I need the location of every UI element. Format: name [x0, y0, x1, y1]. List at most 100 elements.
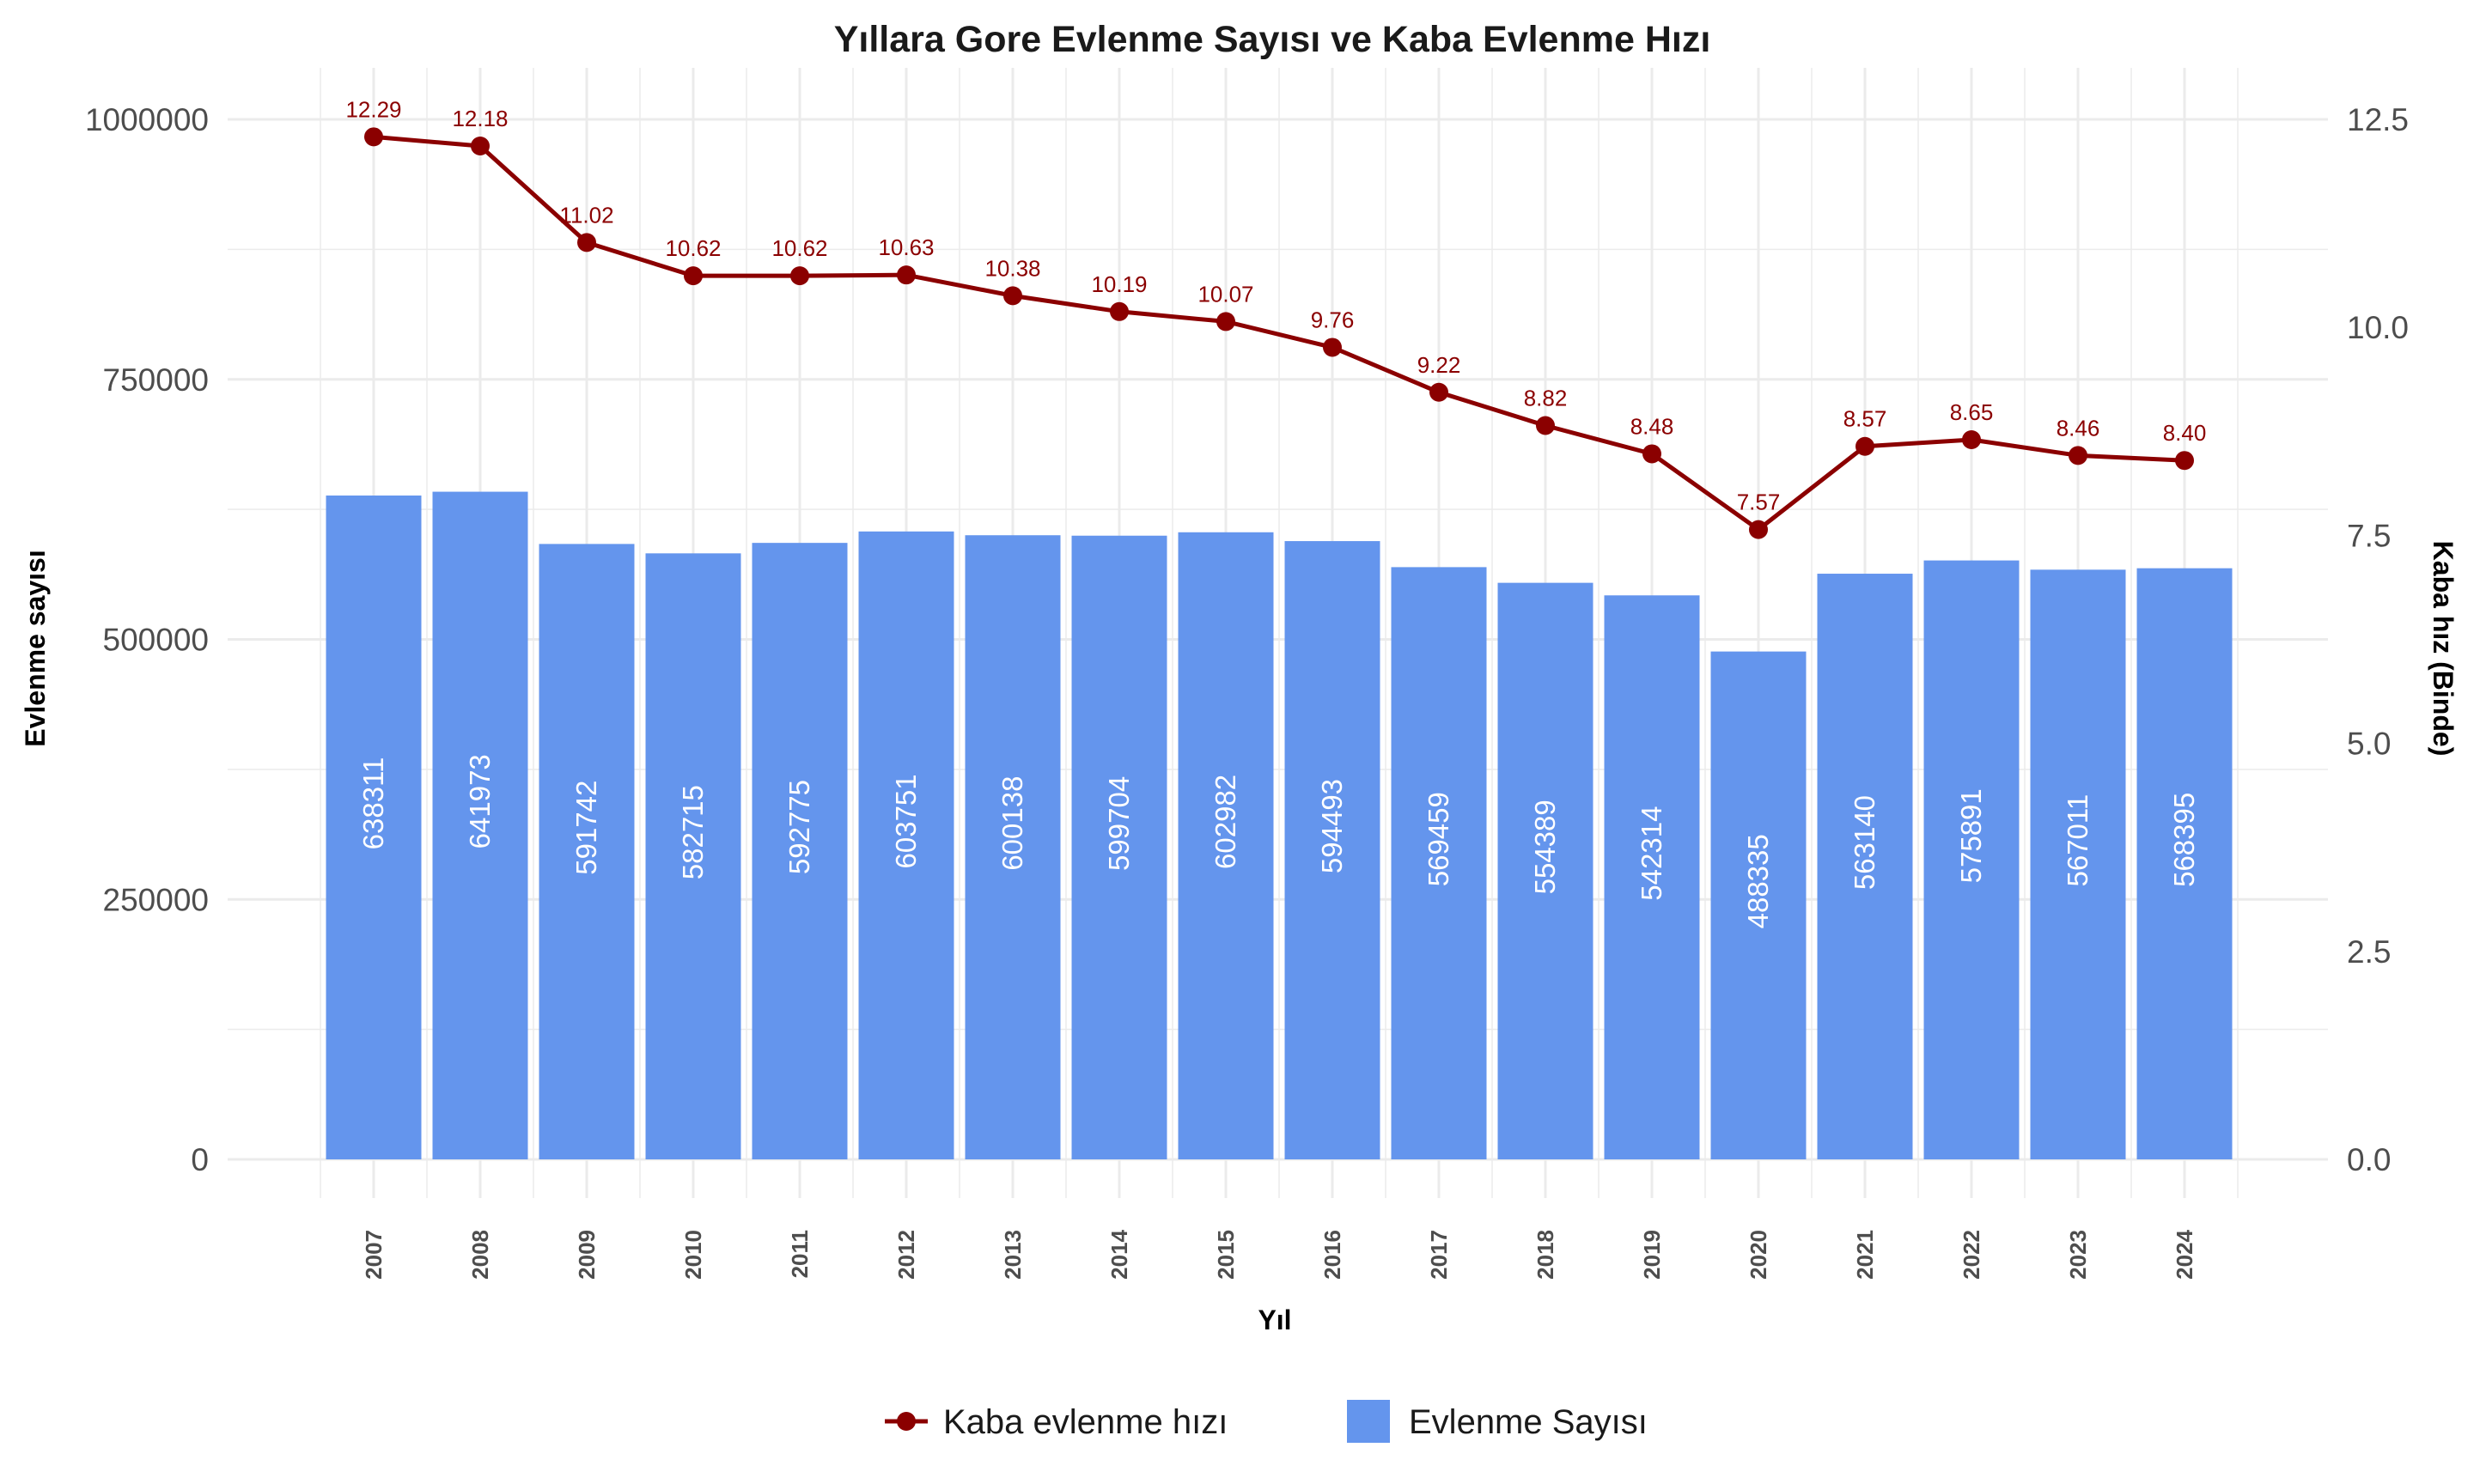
y-tick-label: 0 [191, 1142, 209, 1177]
bar [645, 553, 741, 1159]
y2-tick-label: 7.5 [2347, 518, 2391, 553]
rate-point [790, 266, 809, 286]
bar-value-label: 568395 [2168, 793, 2200, 887]
rate-line-layer: 12.29 12.18 11.02 10.62 10.62 10.63 10.38 10.19… [345, 96, 2206, 539]
rate-point-label: 12.18 [452, 106, 508, 131]
rate-point-label: 10.07 [1197, 281, 1253, 307]
y-tick-label: 750000 [103, 362, 209, 398]
rate-point-label: 8.48 [1630, 413, 1674, 439]
bar [432, 491, 528, 1159]
bar [858, 531, 954, 1159]
chart-title: Yıllara Gore Evlenme Sayısı ve Kaba Evle… [834, 19, 1711, 60]
rate-point [2069, 446, 2087, 465]
y-tick-label: 500000 [103, 623, 209, 658]
legend-bar-swatch [1347, 1400, 1390, 1443]
bar [1710, 651, 1807, 1159]
y-tick-label: 1000000 [85, 102, 209, 137]
bar-value-label: 542314 [1636, 806, 1667, 901]
rate-point-label: 8.82 [1524, 386, 1568, 411]
rate-point-label: 10.62 [665, 235, 721, 261]
rate-point-label: 10.38 [984, 255, 1040, 281]
rate-point [1429, 382, 1448, 402]
legend-item-count: Evlenme Sayısı [1347, 1400, 1648, 1443]
bar [2030, 569, 2126, 1159]
x-tick-label: 2019 [1639, 1230, 1665, 1280]
rate-point [1323, 338, 1342, 357]
x-tick-label: 2024 [2172, 1229, 2197, 1279]
bar [539, 544, 635, 1159]
legend: Kaba evlenme hızı Evlenme Sayısı [885, 1400, 1648, 1443]
legend-label-count: Evlenme Sayısı [1409, 1403, 1648, 1441]
bar [326, 496, 422, 1159]
rate-point [1855, 436, 1874, 456]
bar-value-label: 603751 [890, 774, 922, 868]
x-tick-label: 2013 [1000, 1230, 1026, 1280]
x-tick-label: 2008 [467, 1230, 493, 1280]
rate-point [471, 137, 490, 156]
rate-point-label: 12.29 [345, 96, 401, 122]
x-tick-label: 2007 [361, 1230, 387, 1280]
x-tick-label: 2009 [574, 1230, 600, 1280]
bar-value-label: 599704 [1103, 776, 1135, 871]
bar [1817, 574, 1913, 1159]
x-axis-title: Yıl [1258, 1305, 1291, 1335]
bar-value-label: 554389 [1529, 800, 1561, 894]
rate-point-label: 9.76 [1311, 307, 1355, 332]
rate-point [1216, 312, 1235, 331]
rate-point-label: 7.57 [1737, 490, 1781, 515]
rate-point [364, 127, 383, 147]
bar [2136, 568, 2233, 1159]
rate-point [897, 265, 916, 285]
rate-point-label: 10.19 [1091, 271, 1147, 297]
x-tick-label: 2020 [1746, 1230, 1771, 1280]
bar-value-label: 600138 [996, 776, 1028, 871]
rate-point [1962, 429, 1981, 449]
bar [1178, 532, 1274, 1159]
bar-labels: 638311 641973 591742 582715 592775 603751 6001… [357, 754, 2200, 928]
bar-value-label: 563140 [1849, 795, 1880, 890]
x-tick-label: 2011 [787, 1230, 813, 1278]
y2-tick-label: 0.0 [2347, 1142, 2391, 1177]
x-tick-label: 2016 [1319, 1230, 1345, 1280]
x-tick-label: 2015 [1213, 1230, 1239, 1280]
rate-line [373, 134, 2185, 532]
x-tick-label: 2018 [1533, 1230, 1558, 1280]
bar-value-label: 567011 [2062, 794, 2093, 887]
bar [1284, 541, 1380, 1159]
bars [326, 491, 2233, 1159]
rate-point [684, 266, 703, 286]
bar [1497, 582, 1593, 1159]
rate-point-label: 8.57 [1843, 406, 1887, 432]
rate-point [577, 233, 596, 252]
x-tick-label: 2022 [1959, 1230, 1984, 1280]
rate-point-label: 11.02 [559, 202, 613, 228]
x-tick-label: 2023 [2065, 1230, 2091, 1280]
rate-point [1536, 416, 1555, 435]
y2-tick-label: 12.5 [2347, 102, 2409, 137]
rate-point-label: 8.46 [2057, 415, 2100, 441]
rate-point [1749, 520, 1768, 539]
bar-value-label: 592775 [783, 780, 815, 874]
y2-tick-label: 5.0 [2347, 727, 2391, 762]
bar-value-label: 575891 [1955, 788, 1987, 883]
rate-point-label: 8.65 [1950, 399, 1994, 425]
bar-value-label: 569459 [1423, 792, 1454, 886]
rate-point-label: 10.62 [771, 235, 827, 261]
bar [1071, 535, 1167, 1159]
bar-value-label: 591742 [570, 781, 602, 875]
bar [1923, 560, 2020, 1159]
rate-point [1110, 301, 1129, 321]
rate-point [2175, 451, 2194, 471]
y-tick-label: 250000 [103, 882, 209, 917]
axes: 0 250000 500000 750000 1000000 0.0 2.5 5.0 7.5 10… [85, 102, 2409, 1280]
x-tick-label: 2012 [893, 1230, 919, 1280]
bar-value-label: 638311 [357, 757, 389, 850]
bar-value-label: 488335 [1742, 834, 1774, 928]
bar [1391, 567, 1487, 1159]
bar-value-label: 641973 [464, 754, 496, 848]
x-tick-label: 2010 [680, 1230, 706, 1280]
y2-tick-label: 2.5 [2347, 934, 2391, 970]
bar-value-label: 602982 [1210, 775, 1241, 869]
